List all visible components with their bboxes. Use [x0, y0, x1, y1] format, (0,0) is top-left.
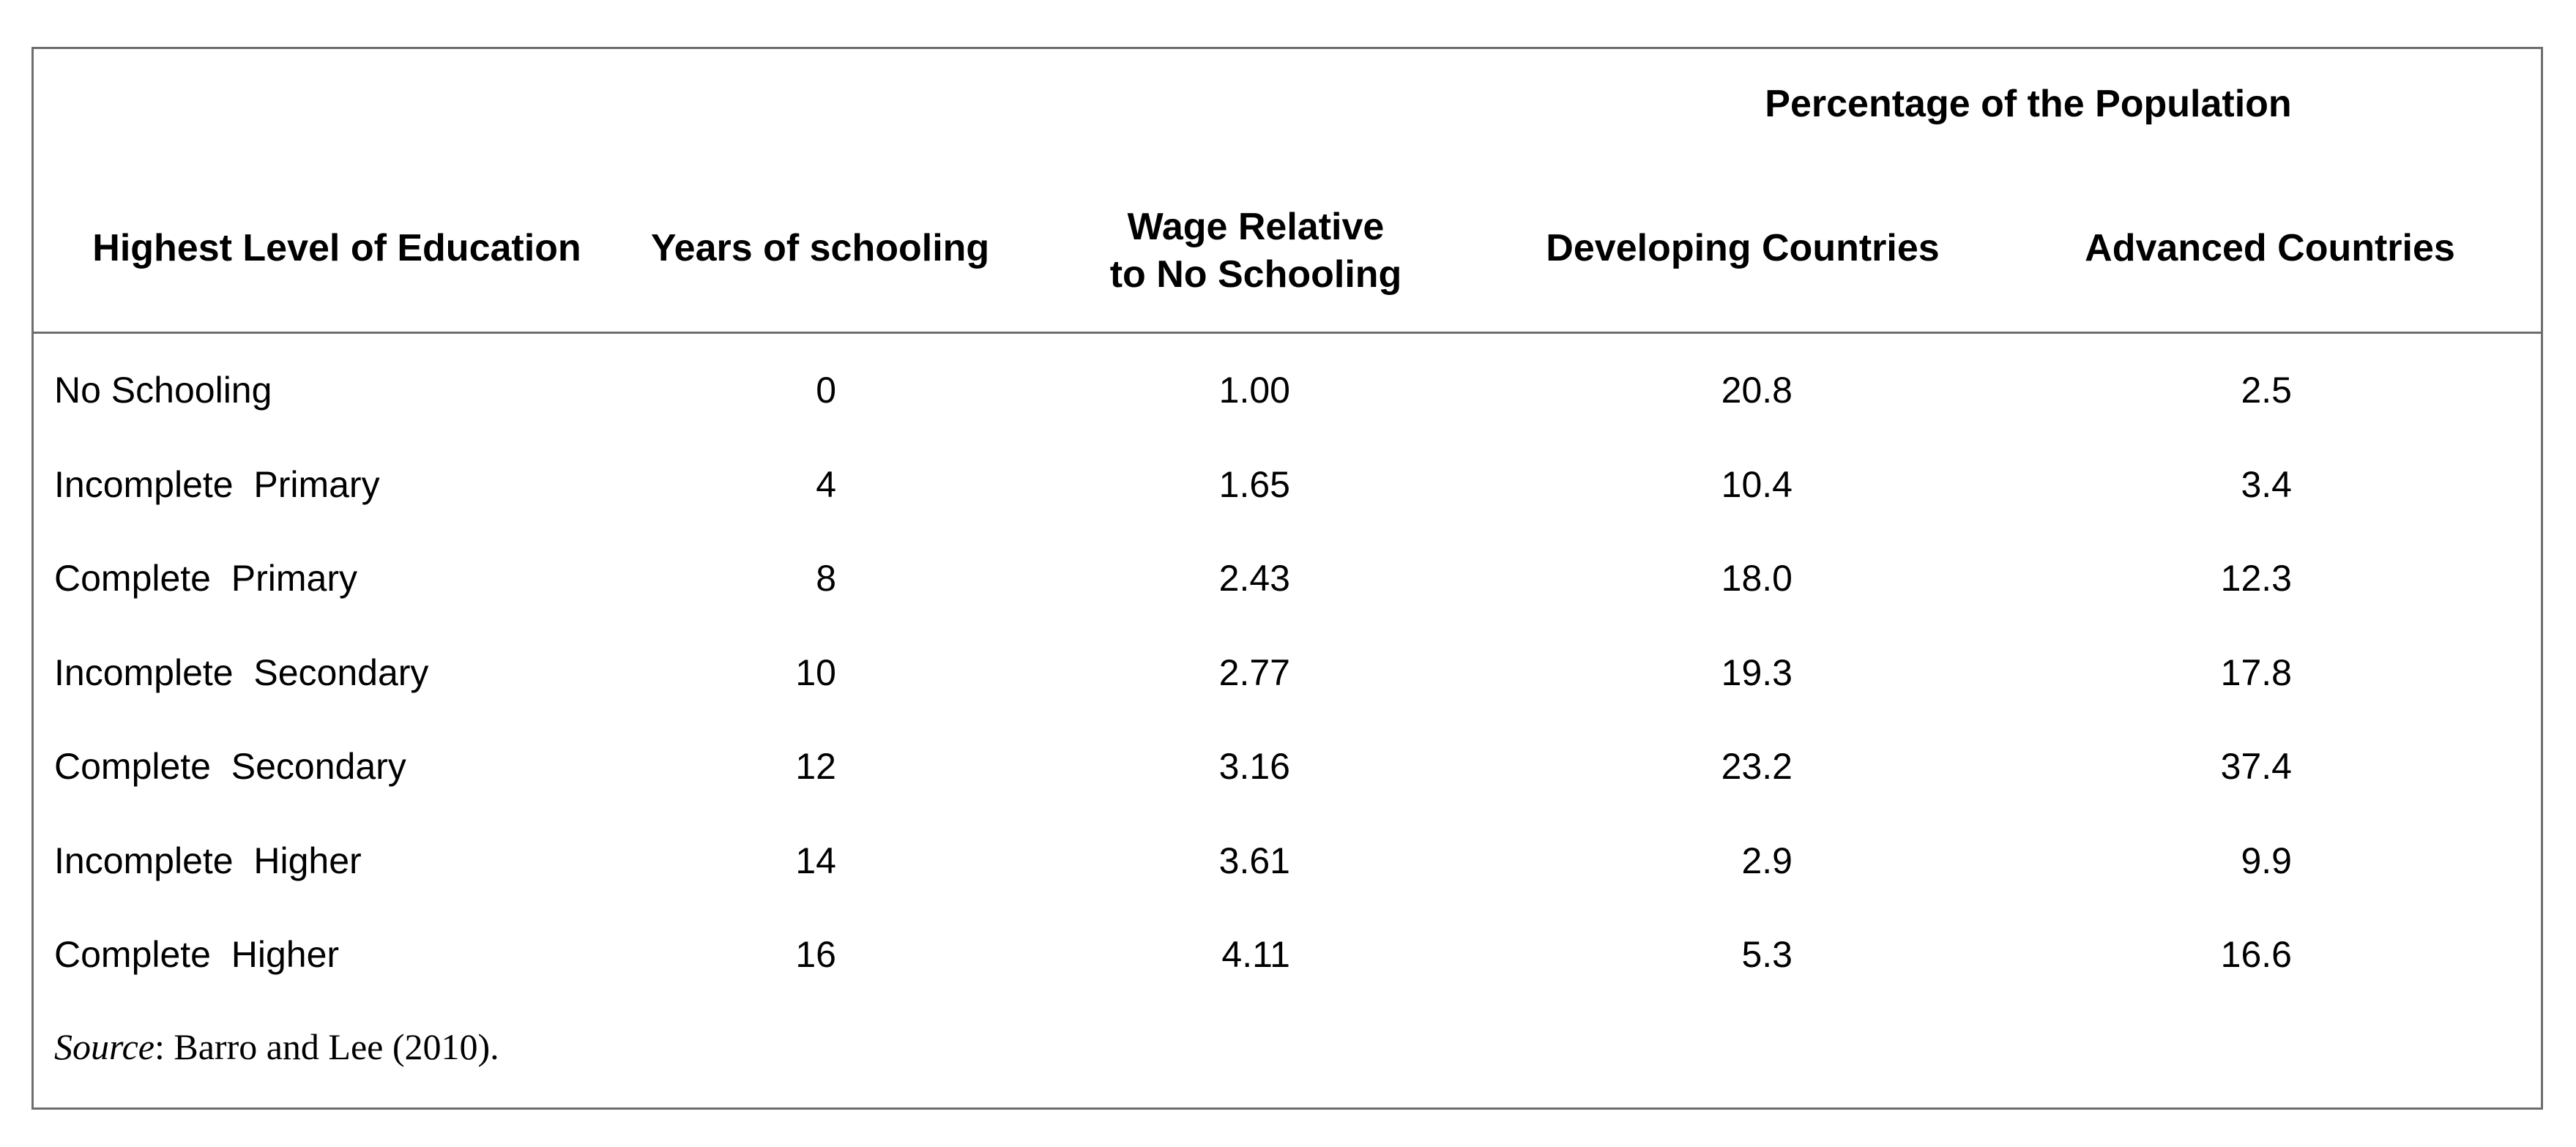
developing-cell: 2.9: [1741, 840, 1793, 881]
source-note: Source: Barro and Lee (2010).: [54, 1025, 499, 1069]
column-header-education: Highest Level of Education: [92, 227, 581, 269]
column-header-wage-line1: Wage Relative: [1127, 206, 1385, 248]
advanced-cell: 12.3: [2220, 558, 2292, 599]
years-cell: 0: [816, 370, 836, 411]
column-header-wage-line2: to No Schooling: [1109, 253, 1402, 296]
table-frame: [31, 47, 2543, 1110]
wage-cell: 4.11: [1221, 934, 1290, 975]
years-cell: 16: [795, 934, 836, 975]
developing-cell: 20.8: [1721, 370, 1793, 411]
education-cell: No Schooling: [54, 370, 272, 411]
developing-cell: 23.2: [1721, 746, 1793, 787]
source-label: Source: [54, 1026, 155, 1067]
education-cell: Incomplete Higher: [54, 840, 362, 881]
wage-cell: 3.16: [1218, 746, 1290, 787]
wage-cell: 2.43: [1218, 558, 1290, 599]
years-cell: 14: [795, 840, 836, 881]
developing-cell: 18.0: [1721, 558, 1793, 599]
developing-cell: 10.4: [1721, 464, 1793, 505]
header-divider: [31, 332, 2543, 334]
advanced-cell: 3.4: [2241, 464, 2292, 505]
column-header-years: Years of schooling: [650, 227, 990, 269]
education-cell: Complete Secondary: [54, 746, 406, 787]
developing-cell: 5.3: [1741, 934, 1793, 975]
years-cell: 12: [795, 746, 836, 787]
developing-cell: 19.3: [1721, 652, 1793, 693]
advanced-cell: 37.4: [2220, 746, 2292, 787]
education-cell: Complete Primary: [54, 558, 357, 599]
column-header-developing: Developing Countries: [1546, 227, 1940, 269]
wage-cell: 2.77: [1218, 652, 1290, 693]
wage-cell: 1.00: [1218, 370, 1290, 411]
education-cell: Incomplete Secondary: [54, 652, 429, 693]
years-cell: 4: [816, 464, 836, 505]
source-text: : Barro and Lee (2010).: [155, 1026, 499, 1067]
years-cell: 8: [816, 558, 836, 599]
column-header-advanced: Advanced Countries: [2085, 227, 2455, 269]
education-cell: Incomplete Primary: [54, 464, 380, 505]
group-header-percentage: Percentage of the Population: [1765, 83, 2292, 125]
advanced-cell: 16.6: [2220, 934, 2292, 975]
wage-cell: 1.65: [1218, 464, 1290, 505]
years-cell: 10: [795, 652, 836, 693]
advanced-cell: 9.9: [2241, 840, 2292, 881]
education-cell: Complete Higher: [54, 934, 340, 975]
advanced-cell: 17.8: [2220, 652, 2292, 693]
wage-cell: 3.61: [1218, 840, 1290, 881]
advanced-cell: 2.5: [2241, 370, 2292, 411]
